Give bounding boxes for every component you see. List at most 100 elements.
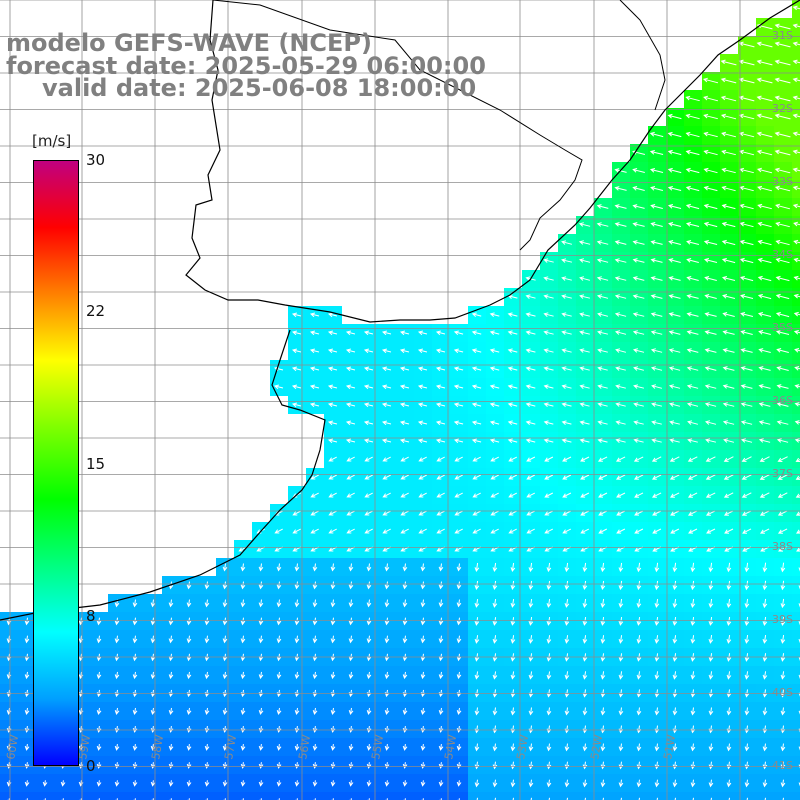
wind-arrow	[793, 239, 800, 245]
wind-arrow	[600, 707, 606, 716]
wind-arrow	[454, 510, 463, 516]
wind-arrow	[525, 312, 536, 317]
wind-arrow	[597, 402, 608, 407]
wind-arrow	[632, 312, 645, 317]
wind-arrow	[566, 797, 568, 800]
wind-arrow	[672, 689, 678, 698]
wind-arrow	[651, 474, 662, 480]
wind-arrow	[636, 707, 642, 716]
wind-arrow	[366, 780, 372, 787]
wind-arrow	[276, 671, 282, 680]
wind-arrow	[348, 617, 354, 626]
wind-arrow	[186, 798, 190, 800]
wind-arrow	[525, 330, 536, 335]
wind-arrow	[507, 420, 518, 426]
wind-arrow	[346, 474, 355, 480]
wind-arrow	[24, 780, 30, 787]
wind-arrow	[510, 562, 516, 573]
wind-arrow	[381, 420, 392, 426]
wind-arrow	[668, 384, 681, 389]
wind-arrow	[690, 562, 696, 573]
wind-arrow	[543, 294, 554, 299]
wind-arrow	[543, 276, 554, 281]
wind-arrow	[399, 330, 410, 336]
wind-arrow	[96, 671, 102, 680]
wind-arrow	[276, 780, 282, 787]
wind-arrow	[402, 798, 406, 800]
wind-arrow	[258, 563, 264, 572]
wind-arrow	[722, 330, 735, 335]
wind-arrow	[618, 779, 624, 788]
wind-arrow	[363, 438, 374, 444]
wind-arrow	[708, 689, 714, 698]
wind-arrow	[598, 510, 608, 516]
wind-arrow	[651, 438, 662, 443]
wind-arrow	[758, 402, 771, 407]
wind-speed-cell	[432, 792, 450, 800]
wind-arrow	[614, 186, 627, 191]
wind-arrow	[168, 671, 174, 680]
wind-arrow	[685, 203, 700, 210]
wind-speed-cell	[36, 792, 54, 800]
wind-arrow	[650, 312, 663, 317]
wind-arrow	[722, 348, 735, 353]
wind-arrow	[742, 528, 752, 534]
wind-arrow	[402, 780, 408, 787]
wind-arrow	[720, 59, 737, 66]
wind-arrow	[597, 366, 608, 371]
lon-label: 54W	[442, 734, 459, 761]
wind-arrow	[775, 293, 790, 300]
wind-arrow	[600, 562, 606, 573]
wind-arrow	[328, 528, 337, 534]
wind-arrow	[544, 456, 554, 462]
wind-arrow	[438, 744, 444, 751]
wind-speed-cell	[612, 792, 630, 800]
wind-arrow	[764, 797, 766, 800]
wind-arrow	[240, 671, 246, 680]
wind-arrow	[598, 474, 608, 480]
wind-arrow	[330, 581, 336, 590]
wind-arrow	[276, 798, 280, 800]
wind-arrow	[757, 203, 772, 210]
wind-arrow	[530, 797, 532, 800]
wind-speed-cell	[342, 792, 360, 800]
lat-label: 37S	[772, 467, 793, 480]
wind-arrow	[636, 743, 642, 752]
wind-arrow	[345, 420, 356, 426]
wind-arrow	[721, 276, 736, 281]
wind-arrow	[330, 707, 336, 716]
wind-arrow	[708, 671, 714, 680]
wind-arrow	[632, 294, 645, 299]
wind-arrow	[417, 384, 428, 390]
wind-arrow	[780, 743, 786, 752]
wind-arrow	[636, 779, 642, 788]
wind-arrow	[793, 330, 800, 335]
wind-arrow	[276, 744, 282, 751]
wind-arrow	[384, 617, 390, 626]
wind-arrow	[792, 167, 800, 173]
wind-arrow	[705, 474, 716, 480]
wind-speed-cell	[792, 540, 800, 558]
wind-arrow	[528, 779, 534, 788]
wind-arrow	[582, 617, 588, 626]
wind-arrow	[614, 204, 627, 209]
wind-arrow	[723, 474, 734, 480]
wind-arrow	[400, 510, 409, 516]
wind-arrow	[633, 420, 644, 425]
wind-arrow	[348, 671, 354, 680]
wind-arrow	[42, 780, 48, 787]
wind-arrow	[327, 384, 338, 390]
wind-speed-cell	[792, 522, 800, 540]
wind-arrow	[384, 581, 390, 590]
wind-arrow	[633, 456, 644, 462]
wind-arrow	[204, 581, 210, 590]
wind-arrow	[456, 581, 462, 590]
wind-arrow	[708, 635, 714, 644]
wind-arrow	[649, 150, 664, 155]
wind-arrow	[596, 294, 609, 299]
wind-speed-cell	[504, 792, 522, 800]
wind-arrow	[597, 312, 609, 317]
wind-arrow	[744, 635, 750, 644]
wind-arrow	[792, 95, 800, 101]
